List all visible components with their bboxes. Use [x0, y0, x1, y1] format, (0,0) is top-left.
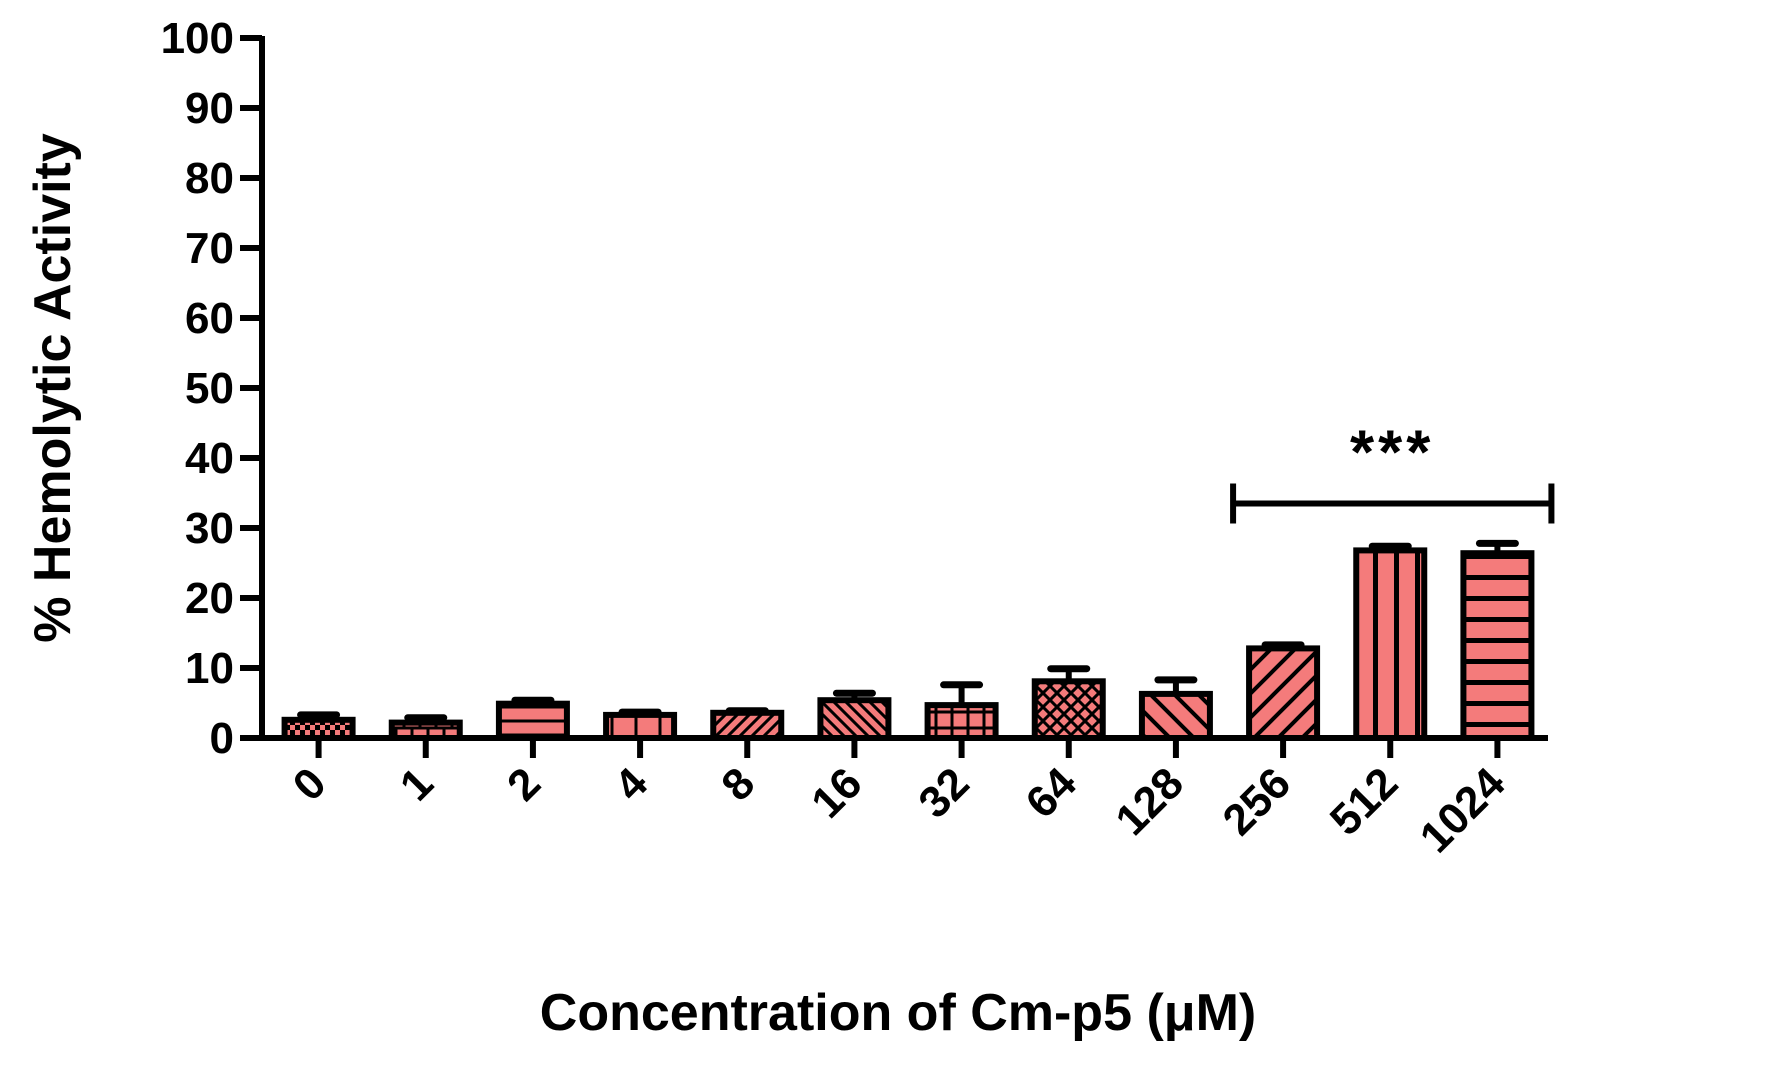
x-tick-label: 4 [605, 758, 657, 810]
bar-16 [817, 689, 892, 742]
y-tick-label: 100 [161, 14, 234, 63]
bar-rect [1031, 678, 1106, 741]
bar-rect [1246, 645, 1321, 742]
x-tick-label: 32 [909, 758, 978, 827]
bar-8 [710, 707, 785, 741]
bar-rect [924, 702, 999, 741]
x-axis-title: Concentration of Cm-p5 (μM) [540, 984, 1256, 1042]
bar-rect [388, 719, 463, 741]
x-tick-label: 1 [391, 758, 443, 810]
y-tick-label: 60 [185, 294, 234, 343]
significance-label: *** [1350, 419, 1434, 488]
bar-rect [495, 700, 570, 742]
y-tick-label: 80 [185, 154, 234, 203]
bar-128 [1138, 676, 1213, 742]
y-axis-title: % Hemolytic Activity [24, 133, 82, 643]
bars [281, 539, 1535, 742]
bar-1 [388, 714, 463, 741]
bar-1024 [1460, 539, 1535, 742]
x-tick-label: 512 [1321, 758, 1408, 845]
bar-rect [1460, 550, 1535, 742]
x-tick-label: 256 [1214, 758, 1301, 845]
x-tick-label: 0 [284, 758, 336, 810]
bar-32 [924, 681, 999, 741]
x-tick-label: 1024 [1411, 758, 1515, 862]
bar-2 [495, 696, 570, 742]
bar-256 [1246, 641, 1321, 742]
bar-64 [1031, 665, 1106, 741]
bar-rect [603, 711, 678, 742]
x-tick-label: 8 [712, 758, 764, 810]
bar-512 [1353, 542, 1428, 742]
x-tick-label: 64 [1017, 758, 1087, 828]
x-tick-label: 16 [802, 758, 871, 827]
y-tick-label: 30 [185, 504, 234, 553]
y-tick-label: 70 [185, 224, 234, 273]
bar-rect [817, 697, 892, 742]
x-axis: 0 1 2 4 8 16 32 64 128 256 512 1024 [259, 735, 1548, 862]
significance-annotation: *** [1230, 419, 1555, 524]
y-tick-label: 40 [185, 434, 234, 483]
y-tick-label: 10 [185, 644, 234, 693]
y-tick-label: 50 [185, 364, 234, 413]
x-tick-label: 2 [498, 758, 550, 810]
y-tick-label: 90 [185, 84, 234, 133]
bar-rect [1353, 547, 1428, 742]
x-tick-label: 128 [1106, 758, 1193, 845]
bar-4 [603, 708, 678, 742]
bar-rect [281, 716, 356, 741]
bar-rect [710, 709, 785, 741]
y-tick-label: 20 [185, 574, 234, 623]
bar-0 [281, 711, 356, 741]
y-axis: 0 10 20 30 40 50 60 70 80 90 100 [161, 14, 265, 763]
bar-rect [1138, 690, 1213, 742]
y-tick-label: 0 [210, 714, 234, 763]
